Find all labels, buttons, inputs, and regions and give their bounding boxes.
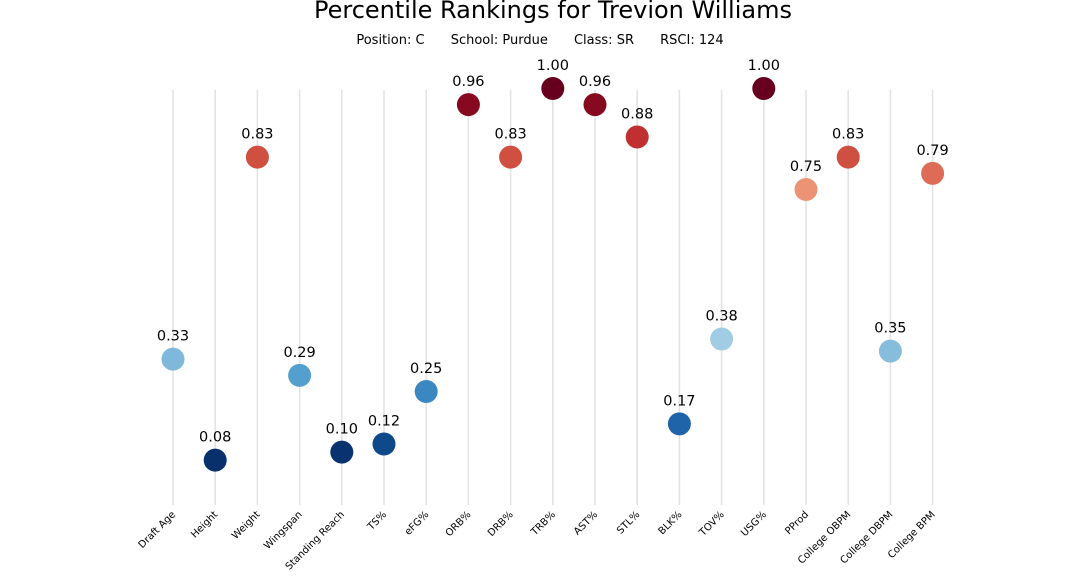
data-label: 0.35: [874, 321, 906, 337]
tick-label: USG%: [739, 509, 769, 539]
tick-label: Height: [189, 509, 220, 540]
data-point: [372, 432, 396, 456]
tick-label: AST%: [572, 509, 600, 537]
player-position: Position: C: [356, 33, 425, 48]
data-point: [625, 125, 649, 149]
data-point: [414, 380, 438, 403]
data-point: [288, 363, 312, 387]
data-label: 0.10: [326, 422, 358, 438]
data-point: [836, 145, 860, 169]
data-point: [499, 145, 523, 169]
data-label: 0.29: [283, 345, 315, 361]
tick-label: Weight: [230, 509, 262, 541]
data-point: [456, 93, 480, 117]
data-point: [203, 448, 227, 472]
data-point: [710, 327, 734, 351]
data-point: [878, 339, 902, 363]
data-point: [245, 145, 269, 169]
tick-label: TS%: [365, 509, 389, 533]
data-label: 0.33: [157, 329, 189, 345]
data-point: [752, 77, 776, 100]
data-label: 1.00: [748, 58, 780, 74]
tick-label: DRB%: [486, 509, 516, 539]
tick-label: PProd: [783, 509, 811, 537]
tick-label: ORB%: [444, 509, 474, 539]
tick-label: TOV%: [697, 509, 727, 539]
data-label: 0.17: [663, 393, 695, 409]
player-school: School: Purdue: [450, 33, 548, 48]
data-label: 0.25: [410, 361, 442, 377]
data-label: 1.00: [537, 58, 569, 74]
tick-label: Wingspan: [262, 509, 305, 552]
data-label: 0.75: [790, 159, 822, 175]
data-point: [330, 440, 354, 464]
chart-title: Percentile Rankings for Trevion Williams: [314, 0, 792, 24]
data-label: 0.38: [705, 308, 737, 324]
data-point: [583, 93, 607, 117]
tick-label: eFG%: [403, 509, 431, 537]
data-label: 0.12: [368, 414, 400, 430]
player-class: Class: SR: [573, 33, 634, 48]
tick-label: BLK%: [657, 509, 685, 537]
data-label: 0.08: [199, 430, 231, 446]
player-rsci: RSCI: 124: [660, 33, 724, 48]
data-label: 0.83: [241, 127, 273, 143]
chart-subtitle: Position: C School: Purdue Class: SR RSC…: [0, 33, 1080, 48]
data-label: 0.96: [452, 74, 484, 90]
data-label: 0.88: [621, 106, 653, 122]
data-label: 0.96: [579, 74, 611, 90]
data-label: 0.83: [494, 127, 526, 143]
tick-label: STL%: [615, 509, 642, 536]
data-point: [794, 178, 818, 201]
data-label: 0.79: [916, 143, 948, 159]
data-point: [667, 412, 691, 436]
data-point: [921, 161, 945, 185]
data-point: [161, 347, 185, 371]
tick-label: Draft Age: [137, 509, 179, 551]
data-point: [541, 77, 565, 100]
tick-label: TRB%: [529, 509, 558, 538]
data-label: 0.83: [832, 127, 864, 143]
